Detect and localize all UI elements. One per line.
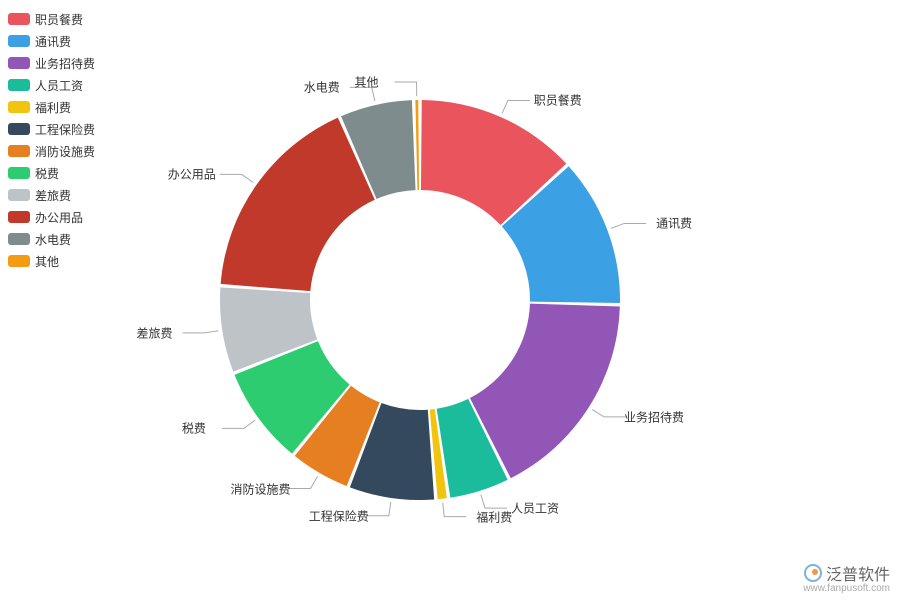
slice-label: 福利费 [476, 508, 512, 525]
leader-line [288, 476, 317, 488]
slice-label: 其他 [355, 74, 379, 91]
slice-label: 水电费 [304, 79, 340, 96]
slice-label: 人员工资 [511, 500, 559, 517]
slice-label: 税费 [182, 420, 206, 437]
slice-label: 差旅费 [136, 324, 172, 341]
leader-line [443, 503, 467, 517]
watermark-url: www.fanpusoft.com [803, 583, 890, 594]
donut-chart: 职员餐费通讯费业务招待费人员工资福利费 工程保险费 消防设施费 税费 差旅费 办公用品 水电… [0, 0, 900, 600]
leader-line [592, 409, 626, 417]
slice-label: 业务招待费 [624, 408, 684, 425]
logo-icon [804, 564, 822, 582]
leader-line [611, 223, 646, 228]
slice-label: 职员餐费 [534, 92, 582, 109]
leader-line [502, 100, 530, 113]
leader-line [182, 331, 218, 333]
slice-label: 消防设施费 [230, 480, 290, 497]
slice-label: 通讯费 [656, 215, 692, 232]
leader-line [395, 82, 417, 96]
leader-line [367, 502, 391, 516]
slice-label: 工程保险费 [309, 507, 369, 524]
donut-slice-11[interactable] [415, 100, 419, 190]
donut-slice-9[interactable] [221, 118, 375, 291]
leader-line [220, 174, 253, 182]
slice-label: 办公用品 [168, 166, 216, 183]
leader-line [222, 420, 255, 428]
leader-line [481, 495, 507, 508]
watermark-brand: 泛普软件 [826, 561, 890, 585]
watermark: 泛普软件 www.fanpusoft.com [803, 561, 890, 594]
